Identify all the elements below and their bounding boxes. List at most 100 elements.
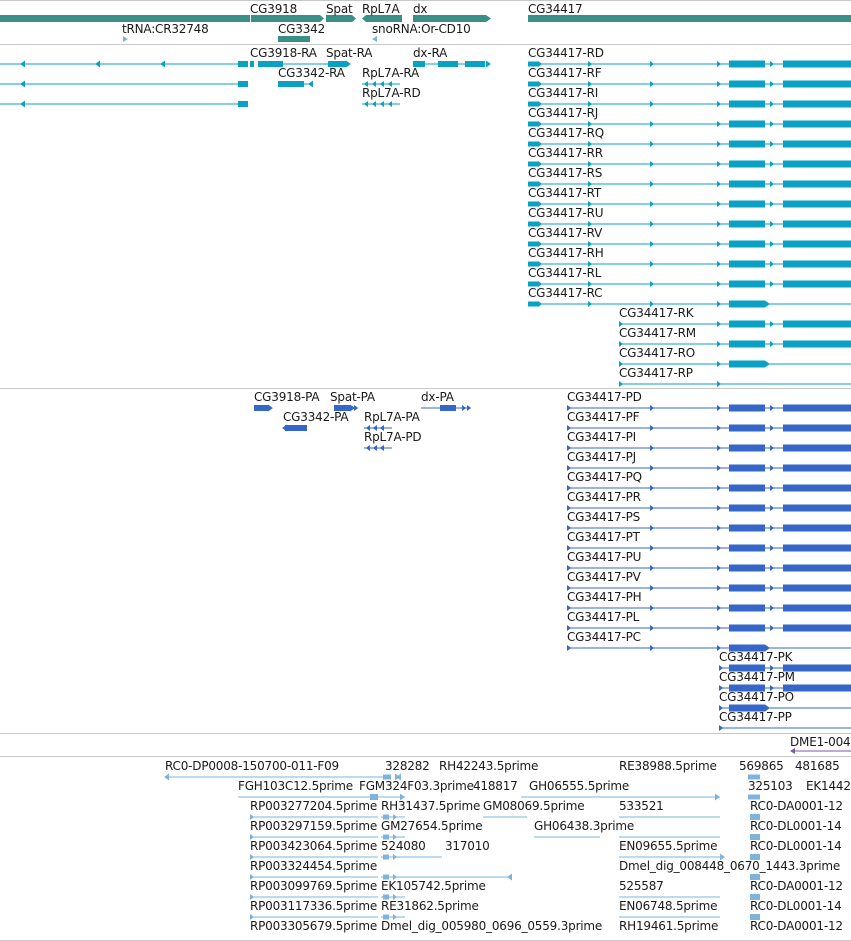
feature-label[interactable]: GH06555.5prime [529,779,630,793]
exon-block[interactable] [328,61,346,67]
feature-label[interactable]: CG34417-RK [619,306,694,320]
strand-arrow[interactable] [400,793,405,801]
feature-label[interactable]: CG3342-RA [278,66,345,80]
feature-label[interactable]: RP003117336.5prime [250,899,378,913]
strand-arrow[interactable] [770,101,775,107]
strand-arrow[interactable] [770,505,775,511]
feature-label[interactable]: CG34417-RS [528,166,603,180]
feature-label[interactable]: EN06748.5prime [619,899,718,913]
strand-arrow[interactable] [354,405,359,411]
exon-block[interactable] [783,340,851,348]
feature-label[interactable]: CG34417-PV [567,570,641,584]
feature-label[interactable]: RpL7A-RD [362,86,421,100]
exon-block[interactable] [383,874,389,880]
strand-arrow[interactable] [770,445,775,451]
feature-label[interactable]: Dmel_dig_005980_0696_0559.3prime [381,919,603,933]
strand-arrow[interactable] [717,405,722,411]
strand-arrow[interactable] [462,405,467,411]
feature-label[interactable]: CG34417-RV [528,226,603,240]
exon-block[interactable] [528,81,538,87]
exon-block[interactable] [285,425,307,431]
feature-label[interactable]: CG34417-PL [567,610,640,624]
feature-label[interactable]: EN09655.5prime [619,839,718,853]
strand-arrow[interactable] [567,445,572,451]
feature-label[interactable]: RP003099769.5prime [250,879,378,893]
feature-label[interactable]: CG3342 [278,22,326,36]
feature-label[interactable]: dx [413,2,428,16]
strand-arrow[interactable] [588,141,593,147]
strand-arrow[interactable] [770,685,775,691]
strand-arrow[interactable] [717,241,722,247]
feature-label[interactable]: CG34417-RC [528,286,603,300]
strand-arrow[interactable] [619,361,624,367]
exon-block[interactable] [528,61,538,67]
strand-arrow[interactable] [567,485,572,491]
strand-arrow[interactable] [250,914,255,920]
strand-arrow[interactable] [715,793,720,801]
strand-arrow[interactable] [770,201,775,207]
strand-arrow[interactable] [717,301,722,307]
strand-arrow[interactable] [717,445,722,451]
strand-arrow[interactable] [770,321,775,327]
feature-label[interactable]: RpL7A-PD [364,430,422,444]
strand-arrow[interactable] [770,61,775,67]
strand-arrow[interactable] [20,60,25,68]
strand-arrow[interactable] [770,545,775,551]
exon-block[interactable] [729,80,765,88]
strand-arrow[interactable] [567,585,572,591]
strand-arrow[interactable] [164,773,169,781]
feature-label[interactable]: GM08069.5prime [483,799,585,813]
feature-label[interactable]: 418817 [473,779,518,793]
feature-label[interactable]: RpL7A-PA [364,410,420,424]
gene-snorna[interactable] [372,36,377,42]
feature-label[interactable]: FGM324F03.3prime [359,779,474,793]
strand-arrow[interactable] [720,853,725,861]
strand-arrow[interactable] [770,665,775,671]
strand-arrow[interactable] [650,121,655,127]
strand-arrow[interactable] [770,81,775,87]
exon-block[interactable] [383,854,389,860]
strand-arrow[interactable] [268,404,273,412]
gene-spat[interactable] [326,15,356,22]
strand-arrow[interactable] [538,161,543,167]
strand-arrow[interactable] [650,425,655,431]
strand-arrow[interactable] [567,605,572,611]
feature-label[interactable]: CG34417-RF [528,66,602,80]
exon-block[interactable] [729,404,765,412]
strand-arrow[interactable] [770,161,775,167]
misc-feature-dme1[interactable] [790,748,795,754]
feature-label[interactable]: CG34417 [528,2,583,16]
strand-arrow[interactable] [770,525,775,531]
feature-label[interactable]: Spat-PA [330,390,375,404]
feature-label[interactable]: 533521 [619,799,664,813]
strand-arrow[interactable] [650,261,655,267]
feature-label[interactable]: RC0-DP0008-150700-011-F09 [165,759,339,773]
strand-arrow[interactable] [650,405,655,411]
exon-block[interactable] [783,664,851,672]
strand-arrow[interactable] [770,425,775,431]
exon-block[interactable] [383,914,389,920]
strand-arrow[interactable] [765,360,770,368]
feature-label[interactable]: snoRNA:Or-CD10 [372,22,471,36]
strand-arrow[interactable] [160,60,165,68]
strand-arrow[interactable] [717,121,722,127]
strand-arrow[interactable] [538,121,543,127]
feature-label[interactable]: CG34417-RL [528,266,602,280]
strand-arrow[interactable] [588,301,593,307]
exon-block[interactable] [729,584,765,592]
exon-block[interactable] [783,604,851,612]
exon-block[interactable] [748,794,760,800]
feature-label[interactable]: RE31862.5prime [381,899,479,913]
feature-label[interactable]: CG34417-RD [528,46,604,60]
strand-arrow[interactable] [619,381,624,387]
exon-block[interactable] [250,61,254,67]
exon-block[interactable] [238,81,248,87]
exon-block[interactable] [783,120,851,128]
exon-block[interactable] [783,424,851,432]
exon-block[interactable] [783,60,851,68]
exon-block[interactable] [729,564,765,572]
exon-block[interactable] [278,81,304,87]
exon-block[interactable] [528,301,538,307]
exon-block[interactable] [783,220,851,228]
strand-arrow[interactable] [770,241,775,247]
